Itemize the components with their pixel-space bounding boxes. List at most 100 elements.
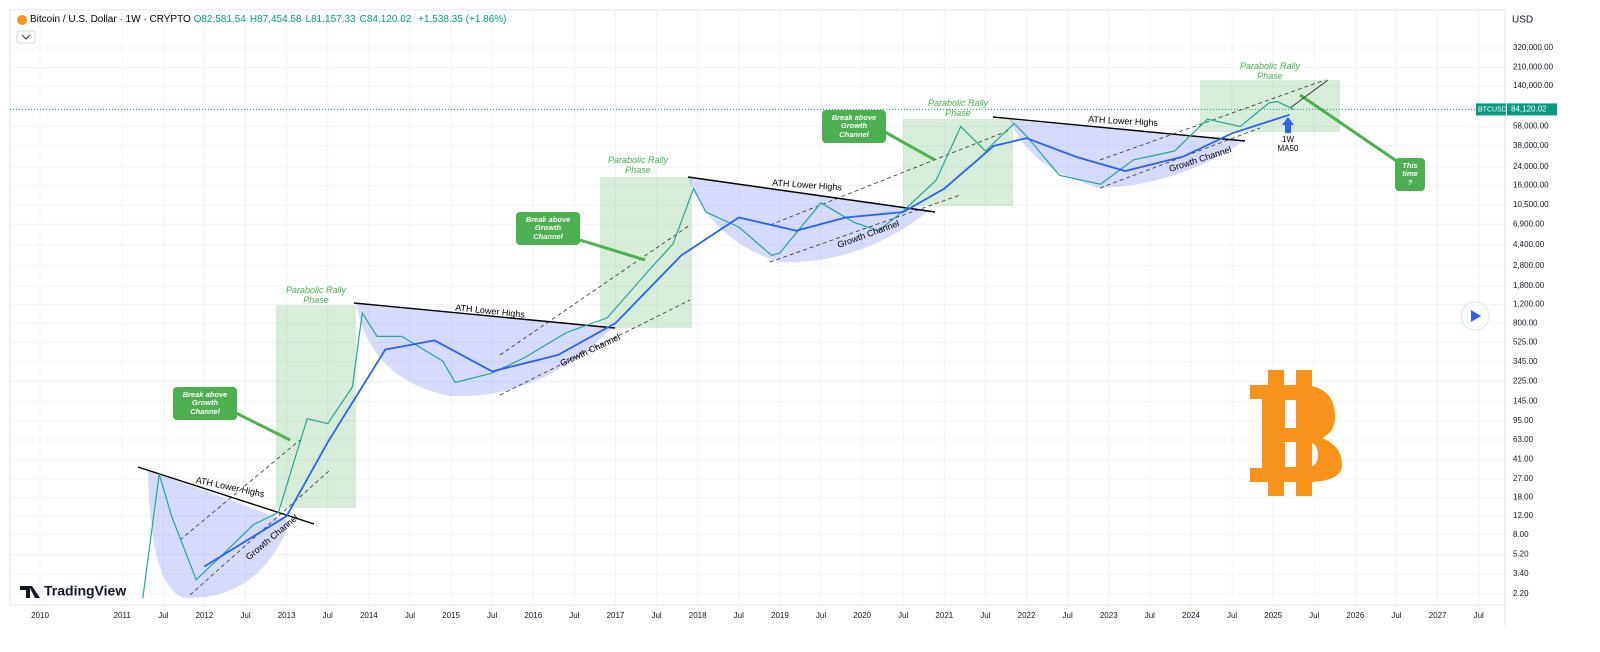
y-tick-label: 4,400.00 [1513,240,1545,249]
grid [10,10,1505,605]
x-tick-label: 2011 [114,611,132,620]
x-tick-label: 2017 [607,611,625,620]
ohlc-value: H87,454.58 [249,14,302,25]
y-tick-label: 10,500.00 [1513,200,1549,209]
trend-line [992,116,1246,142]
channel-line [499,224,691,356]
x-tick-label: 2013 [278,611,296,620]
bitcoin-logo [1250,370,1342,496]
y-tick-label: 525.00 [1513,338,1538,347]
trend-lines [137,116,1246,525]
x-tick-label: Jul [158,611,168,620]
arrow [1299,93,1399,164]
collapse-button[interactable] [16,30,36,44]
arrow [229,408,291,442]
cup [688,177,930,263]
x-tick-label: 2020 [853,611,871,620]
x-tick-label: Jul [898,611,908,620]
x-tick-label: 2023 [1100,611,1118,620]
play-icon [1471,310,1481,322]
annotation: Parabolic Rally Phase [285,285,347,305]
rally-zone [276,305,356,508]
y-tick-label: 41.00 [1513,455,1534,464]
x-tick-label: 2012 [196,611,214,620]
y-tick-label: 1,200.00 [1513,300,1545,309]
y-tick-label: 24,000.00 [1513,162,1549,171]
x-tick-label: Jul [240,611,250,620]
x-tick-label: Jul [734,611,744,620]
x-tick-label: Jul [569,611,579,620]
y-tick-label: 6,900.00 [1513,219,1545,228]
x-tick-label: 2016 [524,611,542,620]
cup [148,470,290,599]
annotation: Parabolic Rally Phase [1239,61,1301,81]
price-symbol: BTCUSD [1478,106,1507,113]
y-tick-label: 38,000.00 [1513,141,1549,150]
y-tick-label: 225.00 [1513,377,1538,386]
header: Bitcoin / U.S. Dollar · 1W · CRYPTO O82,… [30,14,507,25]
currency: USD [1512,15,1533,26]
y-tick-label: 95.00 [1513,416,1534,425]
y-tick-label: 18.00 [1513,493,1534,502]
y-tick-label: 345.00 [1513,357,1538,366]
trend-line [137,466,315,525]
rally-zone [600,177,692,328]
ohlc-value: L81,157.33 [305,14,356,25]
cup [1010,120,1245,188]
x-tick-label: 2024 [1182,611,1200,620]
y-tick-label: 5.20 [1513,550,1529,559]
x-tick-label: Jul [1063,611,1073,620]
ohlc: O82,581.54 H87,454.58 L81,157.33 C84,120.02 [194,14,416,25]
x-tick-label: 2015 [442,611,460,620]
x-tick-label: Jul [1227,611,1237,620]
x-tick-label: 2021 [935,611,953,620]
ma-pointer [1282,117,1294,133]
cup [356,303,612,397]
trend-line [353,302,616,329]
arrows [229,93,1399,442]
projection-arrow [1289,79,1329,109]
x-tick-label: Jul [651,611,661,620]
series-layer [142,100,1294,599]
ohlc-value: O82,581.54 [193,14,246,25]
y-tick-label: 320,000.00 [1513,43,1554,52]
series-line [203,113,1290,568]
x-tick-label: 2019 [771,611,789,620]
channel-line [499,299,691,396]
y-tick-label: 16,000.00 [1513,181,1549,190]
watermark: TradingView [44,583,126,599]
x-tick-label: 2025 [1264,611,1282,620]
x-tick-label: 2026 [1346,611,1364,620]
y-tick-label: 800.00 [1513,318,1538,327]
channel-line [179,439,301,541]
price-tag [1476,103,1506,116]
y-tick-label: 210,000.00 [1513,63,1554,72]
y-tick-label: 2,800.00 [1513,261,1545,270]
tv-logo [20,586,40,598]
logo-b [1250,385,1342,482]
x-tick-label: Jul [323,611,333,620]
annotation: Parabolic Rally Phase [607,155,669,175]
x-tick-label: 2010 [31,611,49,620]
x-tick-label: Jul [487,611,497,620]
symbol-icon [17,15,27,25]
x-tick-label: 2018 [689,611,707,620]
x-tick-label: 2014 [360,611,378,620]
price-tag [1507,103,1557,116]
y-tick-label: 3.40 [1513,569,1529,578]
title: Bitcoin / U.S. Dollar · 1W · CRYPTO [30,14,191,25]
x-tick-label: 2027 [1429,611,1447,620]
y-tick-label: 12.00 [1513,511,1534,520]
x-tick-label: Jul [1145,611,1155,620]
x-tick-label: Jul [1474,611,1484,620]
ohlc-value: C84,120.02 [359,14,412,25]
series-line [142,100,1294,599]
annotation: Break above Growth Channel [173,387,237,420]
chevron [21,34,31,40]
y-tick-label: 145.00 [1513,397,1538,406]
x-tick-label: Jul [1391,611,1401,620]
y-tick-label: 27.00 [1513,474,1534,483]
price-label: 84,120.02 [1511,105,1547,114]
channel-line [769,194,961,263]
